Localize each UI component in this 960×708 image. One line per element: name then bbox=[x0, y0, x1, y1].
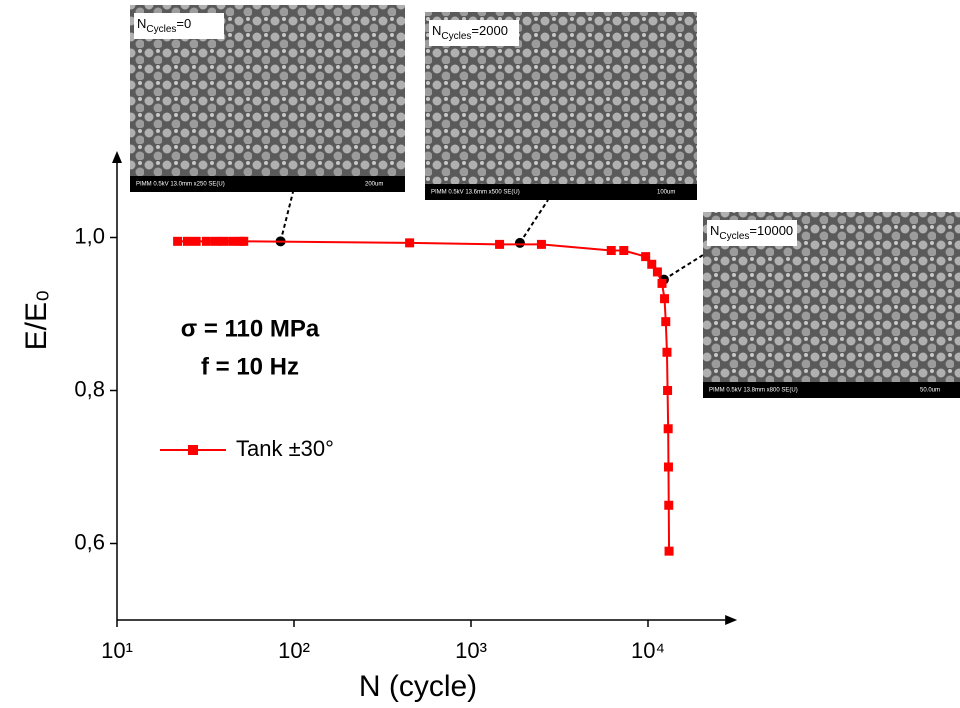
sem-footer-text: PIMM 0.5kV 13.0mm x250 SE(U) bbox=[136, 182, 225, 188]
label-suffix: =2000 bbox=[471, 23, 508, 38]
label-sub: Cycles bbox=[719, 231, 749, 242]
pointer-arrow bbox=[519, 199, 549, 244]
label-bg bbox=[429, 20, 519, 46]
label-n: N bbox=[432, 23, 441, 38]
x-tick-label: 10¹ bbox=[101, 638, 133, 663]
y-axis-arrow bbox=[112, 151, 122, 163]
label-sub: Cycles bbox=[146, 24, 176, 35]
marker bbox=[219, 236, 229, 246]
label-bg bbox=[707, 220, 797, 246]
sem-image: PIMM 0.5kV 13.0mm x250 SE(U) 200um NCycles… bbox=[130, 5, 405, 192]
y-tick-label: 0,8 bbox=[74, 376, 105, 401]
legend-marker bbox=[188, 445, 198, 455]
marker bbox=[662, 347, 672, 357]
label-suffix: =0 bbox=[176, 16, 191, 31]
line bbox=[177, 240, 671, 552]
x-tick-label: 10² bbox=[278, 638, 310, 663]
label-sub: Cycles bbox=[441, 31, 471, 42]
sem-scale-text: 200um bbox=[365, 182, 383, 188]
label-n: N bbox=[710, 223, 719, 238]
y-tick-label: 1,0 bbox=[74, 223, 105, 248]
annotation: f = 10 Hz bbox=[201, 353, 299, 380]
marker bbox=[660, 294, 670, 304]
y-axis-title: E/E₀ bbox=[20, 290, 53, 351]
marker bbox=[652, 267, 662, 277]
pointer-arrow bbox=[279, 191, 294, 242]
marker bbox=[663, 462, 673, 472]
pointer-arrow bbox=[663, 254, 704, 281]
sem-scale-text: 100um bbox=[657, 190, 675, 196]
marker bbox=[657, 278, 667, 288]
x-tick-label: 10³ bbox=[455, 638, 487, 663]
marker bbox=[663, 386, 673, 395]
marker bbox=[619, 246, 629, 256]
marker bbox=[495, 239, 505, 249]
label-bg bbox=[134, 13, 224, 39]
image-label: NCycles=10000 bbox=[710, 223, 793, 241]
sem-footer-text: PIMM 0.5kV 13.6mm x500 SE(U) bbox=[431, 190, 520, 196]
marker bbox=[191, 236, 201, 246]
marker bbox=[201, 236, 211, 246]
legend-label: Tank ±30° bbox=[236, 436, 334, 461]
image-label: NCycles=2000 bbox=[432, 23, 508, 41]
x-axis-arrow bbox=[725, 615, 738, 625]
marker bbox=[641, 252, 651, 262]
image-label: NCycles=0 bbox=[137, 16, 191, 34]
x-axis-title: N (cycle) bbox=[359, 670, 477, 703]
sem-footer bbox=[130, 176, 405, 192]
marker bbox=[664, 500, 674, 510]
sem-footer-text: PIMM 0.5kV 13.8mm x800 SE(U) bbox=[709, 388, 798, 394]
marker bbox=[663, 424, 673, 434]
marker bbox=[647, 259, 657, 269]
marker bbox=[210, 236, 220, 246]
marker bbox=[405, 238, 415, 248]
annotation: σ = 110 MPa bbox=[181, 315, 320, 342]
label-n: N bbox=[137, 16, 146, 31]
marker bbox=[228, 236, 238, 246]
marker bbox=[661, 317, 671, 327]
sem-image: PIMM 0.5kV 13.8mm x800 SE(U) 50.0um NCycle… bbox=[703, 212, 960, 398]
marker bbox=[606, 246, 616, 256]
marker bbox=[173, 236, 183, 246]
sem-scale-text: 50.0um bbox=[920, 388, 940, 394]
sem-footer bbox=[425, 184, 697, 200]
sem-image: PIMM 0.5kV 13.6mm x500 SE(U) 100um NCycles… bbox=[425, 12, 697, 200]
marker bbox=[239, 236, 249, 246]
label-suffix: =10000 bbox=[749, 223, 793, 238]
marker bbox=[182, 236, 192, 246]
pointer-dot bbox=[514, 237, 525, 248]
x-tick-label: 10⁴ bbox=[631, 638, 665, 663]
marker bbox=[536, 239, 546, 249]
y-tick-label: 0,6 bbox=[74, 529, 105, 554]
sem-footer bbox=[703, 382, 960, 398]
marker bbox=[664, 546, 674, 556]
